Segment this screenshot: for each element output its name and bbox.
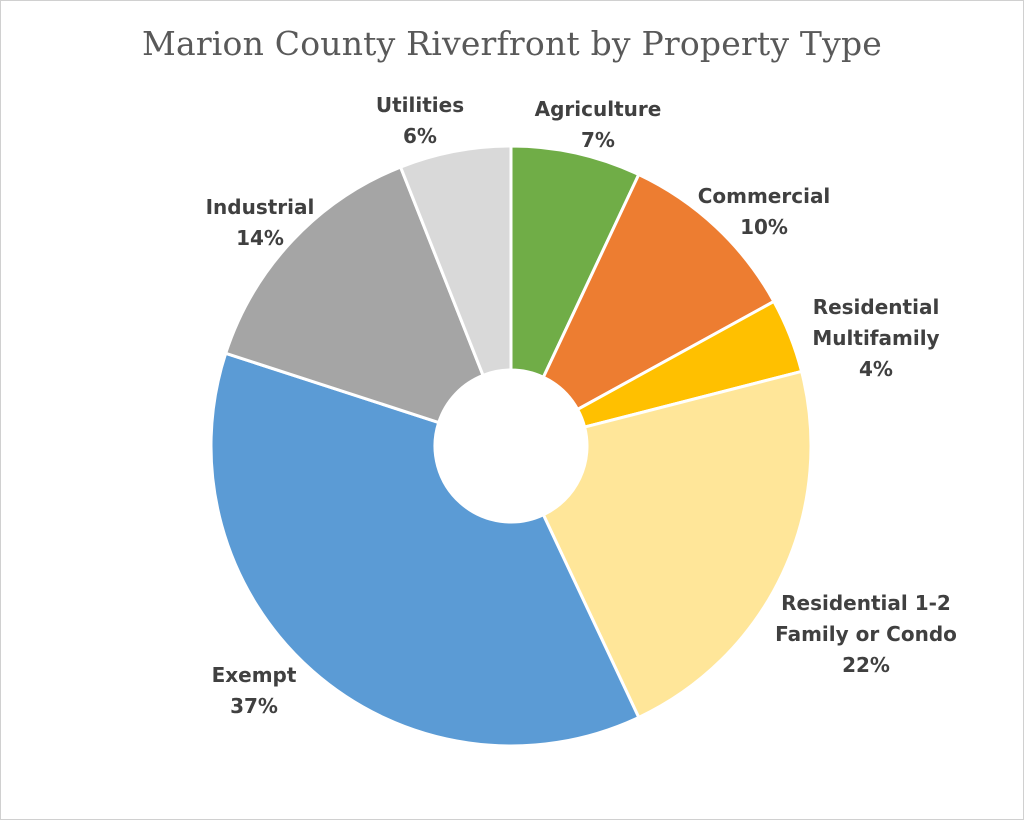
data-label-commercial: Commercial 10% <box>698 184 831 239</box>
slice-agriculture <box>509 144 641 380</box>
data-label-agriculture: Agriculture 7% <box>535 97 662 152</box>
slice-exempt <box>209 351 641 748</box>
data-label-exempt: Exempt 37% <box>212 663 297 718</box>
data-label-utilities: Utilities 6% <box>376 93 464 148</box>
data-label-industrial: Industrial 14% <box>206 195 315 250</box>
slice-utilities <box>398 144 513 378</box>
chart-title: Marion County Riverfront by Property Typ… <box>141 24 883 63</box>
data-label-residential-1-2-family-or-condo: Residential 1-2 Family or Condo 22% <box>775 591 957 677</box>
slice-residential-1-2-family-or-condo <box>541 369 813 720</box>
slice-industrial <box>223 165 485 425</box>
data-label-residential-multifamily: Residential Multifamily 4% <box>812 295 939 381</box>
slice-commercial <box>541 172 776 412</box>
